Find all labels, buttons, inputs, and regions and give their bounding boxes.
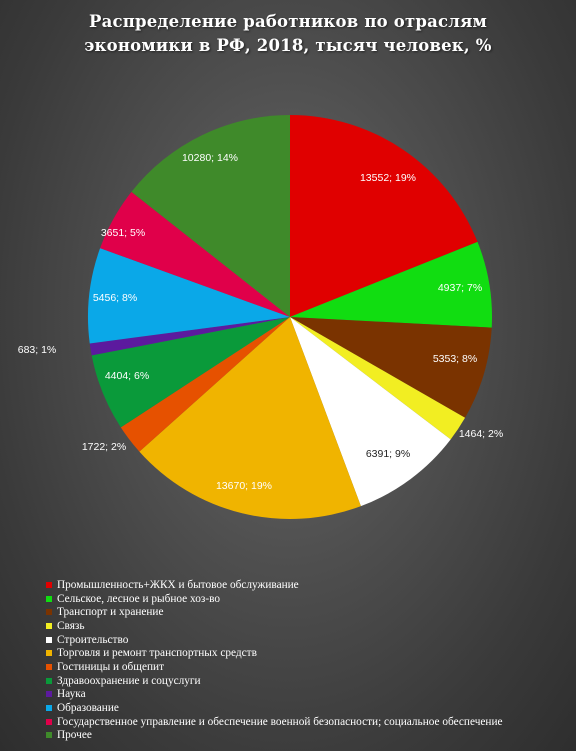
- data-label: 4937; 7%: [438, 282, 482, 294]
- legend-swatch: [46, 732, 52, 739]
- pie-slice: [88, 248, 290, 344]
- legend-label: Прочее: [57, 729, 92, 742]
- legend-label: Промышленность+ЖКХ и бытовое обслуживани…: [57, 578, 299, 591]
- data-label: 5353; 8%: [433, 353, 477, 365]
- legend-swatch: [46, 609, 52, 616]
- pie-slice: [290, 317, 451, 507]
- pie-slice: [91, 317, 290, 428]
- data-label: 6391; 9%: [366, 448, 410, 460]
- chart-title: Распределение работников по отраслям эко…: [0, 10, 576, 58]
- legend-label: Здравоохранение и соцуслуги: [57, 674, 201, 687]
- legend-swatch: [46, 636, 52, 643]
- legend-swatch: [46, 650, 52, 657]
- legend-item: Сельское, лесное и рыбное хоз-во: [46, 592, 566, 606]
- pie-slice: [120, 317, 290, 452]
- pie-slice: [131, 115, 290, 317]
- data-label: 1464; 2%: [459, 428, 503, 440]
- legend-label: Сельское, лесное и рыбное хоз-во: [57, 592, 220, 605]
- legend-swatch: [46, 705, 52, 712]
- legend-item: Транспорт и хранение: [46, 605, 566, 619]
- legend-item: Государственное управление и обеспечение…: [46, 715, 566, 729]
- legend-item: Торговля и ремонт транспортных средств: [46, 646, 566, 660]
- pie-slice: [290, 317, 466, 440]
- data-labels: 13552; 19% 4937; 7% 5353; 8% 1464; 2% 6391; …: [18, 152, 503, 492]
- pie-slices: [88, 115, 492, 520]
- chart-legend: Промышленность+ЖКХ и бытовое обслуживани…: [46, 578, 566, 742]
- data-label: 5456; 8%: [93, 292, 137, 304]
- chart-title-line-1: Распределение работников по отраслям: [88, 12, 488, 31]
- data-label: 4404; 6%: [105, 370, 149, 382]
- legend-label: Связь: [57, 619, 85, 632]
- chart-title-line-2: экономики в РФ, 2018, тысяч человек, %: [84, 36, 492, 55]
- pie-slice: [290, 115, 478, 317]
- legend-label: Гостиницы и общепит: [57, 660, 165, 673]
- legend-label: Образование: [57, 702, 119, 715]
- legend-label: Торговля и ремонт транспортных средств: [57, 647, 257, 660]
- pie-slice: [290, 317, 492, 418]
- legend-item: Строительство: [46, 633, 566, 647]
- data-label: 13552; 19%: [360, 172, 416, 184]
- legend-label: Государственное управление и обеспечение…: [57, 715, 503, 728]
- legend-label: Строительство: [57, 633, 129, 646]
- legend-swatch: [46, 595, 52, 602]
- legend-item: Образование: [46, 701, 566, 715]
- data-label: 10280; 14%: [182, 152, 238, 164]
- data-label: 3651; 5%: [101, 227, 145, 239]
- pie-slice: [89, 317, 291, 356]
- legend-swatch: [46, 691, 52, 698]
- pie-slice: [290, 241, 492, 328]
- legend-swatch: [46, 718, 52, 725]
- data-label: 13670; 19%: [216, 480, 272, 492]
- legend-item: Прочее: [46, 729, 566, 743]
- data-label: 1722; 2%: [82, 441, 126, 453]
- pie-slice: [100, 191, 290, 317]
- legend-swatch: [46, 622, 52, 629]
- legend-swatch: [46, 677, 52, 684]
- pie-slice: [139, 317, 361, 520]
- legend-item: Промышленность+ЖКХ и бытовое обслуживани…: [46, 578, 566, 592]
- legend-label: Наука: [57, 688, 86, 701]
- data-label: 683; 1%: [18, 344, 57, 356]
- legend-item: Наука: [46, 688, 566, 702]
- legend-swatch: [46, 581, 52, 588]
- legend-label: Транспорт и хранение: [57, 606, 164, 619]
- legend-swatch: [46, 663, 52, 670]
- legend-item: Здравоохранение и соцуслуги: [46, 674, 566, 688]
- legend-item: Связь: [46, 619, 566, 633]
- legend-item: Гостиницы и общепит: [46, 660, 566, 674]
